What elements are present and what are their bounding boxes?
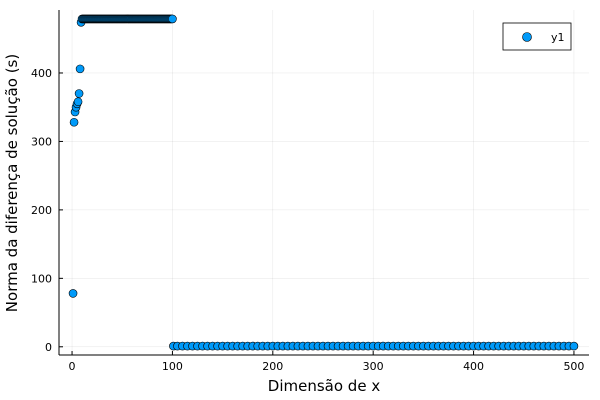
x-tick-label: 0 bbox=[69, 360, 76, 373]
legend-label: y1 bbox=[551, 31, 565, 44]
data-point bbox=[74, 98, 82, 106]
y-tick-label: 300 bbox=[31, 135, 52, 148]
y-tick-label: 100 bbox=[31, 272, 52, 285]
data-point bbox=[168, 15, 176, 23]
y-tick-label: 200 bbox=[31, 204, 52, 217]
data-point bbox=[76, 65, 84, 73]
data-point bbox=[570, 342, 578, 350]
legend: y1 bbox=[503, 23, 571, 50]
data-point bbox=[70, 118, 78, 126]
x-tick-label: 100 bbox=[162, 360, 183, 373]
y-tick-label: 400 bbox=[31, 67, 52, 80]
data-point bbox=[75, 90, 83, 98]
x-tick-label: 200 bbox=[262, 360, 283, 373]
x-tick-label: 400 bbox=[463, 360, 484, 373]
data-point bbox=[69, 289, 77, 297]
y-axis-title: Norma da diferença de solução (s) bbox=[3, 54, 21, 312]
legend-marker bbox=[523, 33, 532, 42]
x-tick-label: 500 bbox=[563, 360, 584, 373]
y-tick-label: 0 bbox=[45, 341, 52, 354]
x-tick-label: 300 bbox=[363, 360, 384, 373]
x-axis-title: Dimensão de x bbox=[268, 377, 381, 395]
